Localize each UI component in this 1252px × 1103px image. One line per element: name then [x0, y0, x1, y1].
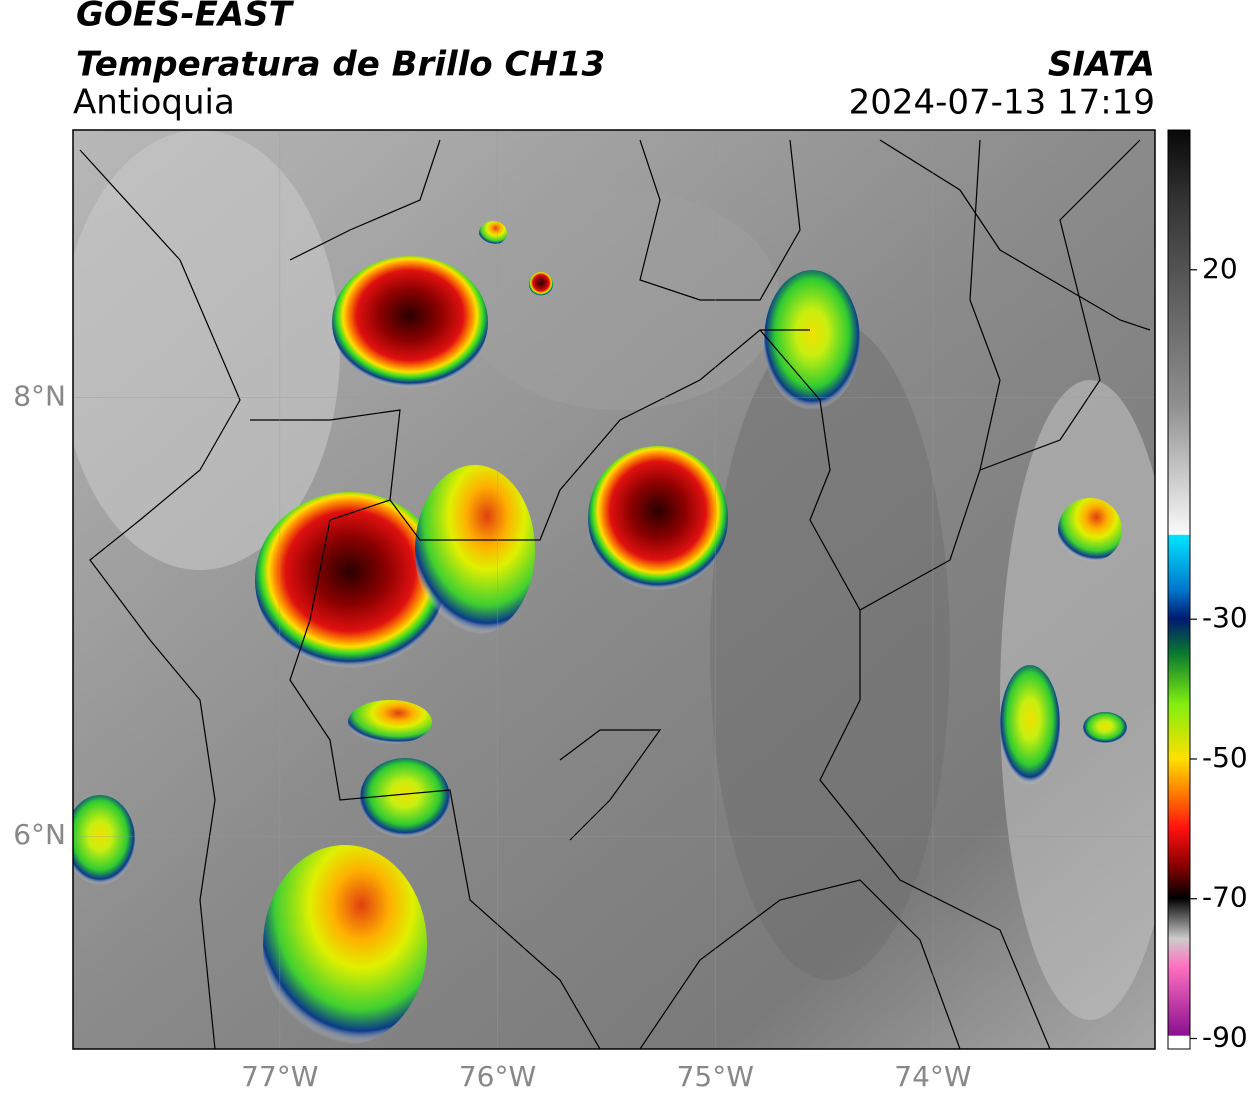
lat-label: 6°N — [13, 818, 66, 851]
map-frame — [72, 129, 1156, 1050]
colorbar-tick-label: 20 — [1202, 252, 1238, 285]
source: SIATA — [1048, 45, 1155, 85]
map-image — [73, 130, 1155, 1049]
satellite: GOES-EAST — [76, 0, 295, 35]
colorbar-tick-label: -30 — [1202, 601, 1248, 634]
lon-label: 74°W — [894, 1060, 971, 1093]
colorbar-tick-label: -90 — [1202, 1021, 1248, 1054]
lon-label: 76°W — [459, 1060, 536, 1093]
product: Temperatura de Brillo CH13 — [76, 45, 605, 85]
lon-label: 77°W — [241, 1060, 318, 1093]
datetime: 2024-07-13 17:19 — [849, 83, 1155, 123]
colorbar-tick-label: -70 — [1202, 881, 1248, 914]
lat-label: 8°N — [13, 380, 66, 413]
colorbar-tick-label: -50 — [1202, 741, 1248, 774]
graticule — [73, 130, 1155, 1049]
region: Antioquia — [73, 83, 235, 123]
lon-label: 75°W — [677, 1060, 754, 1093]
colorbar — [1167, 129, 1191, 1050]
